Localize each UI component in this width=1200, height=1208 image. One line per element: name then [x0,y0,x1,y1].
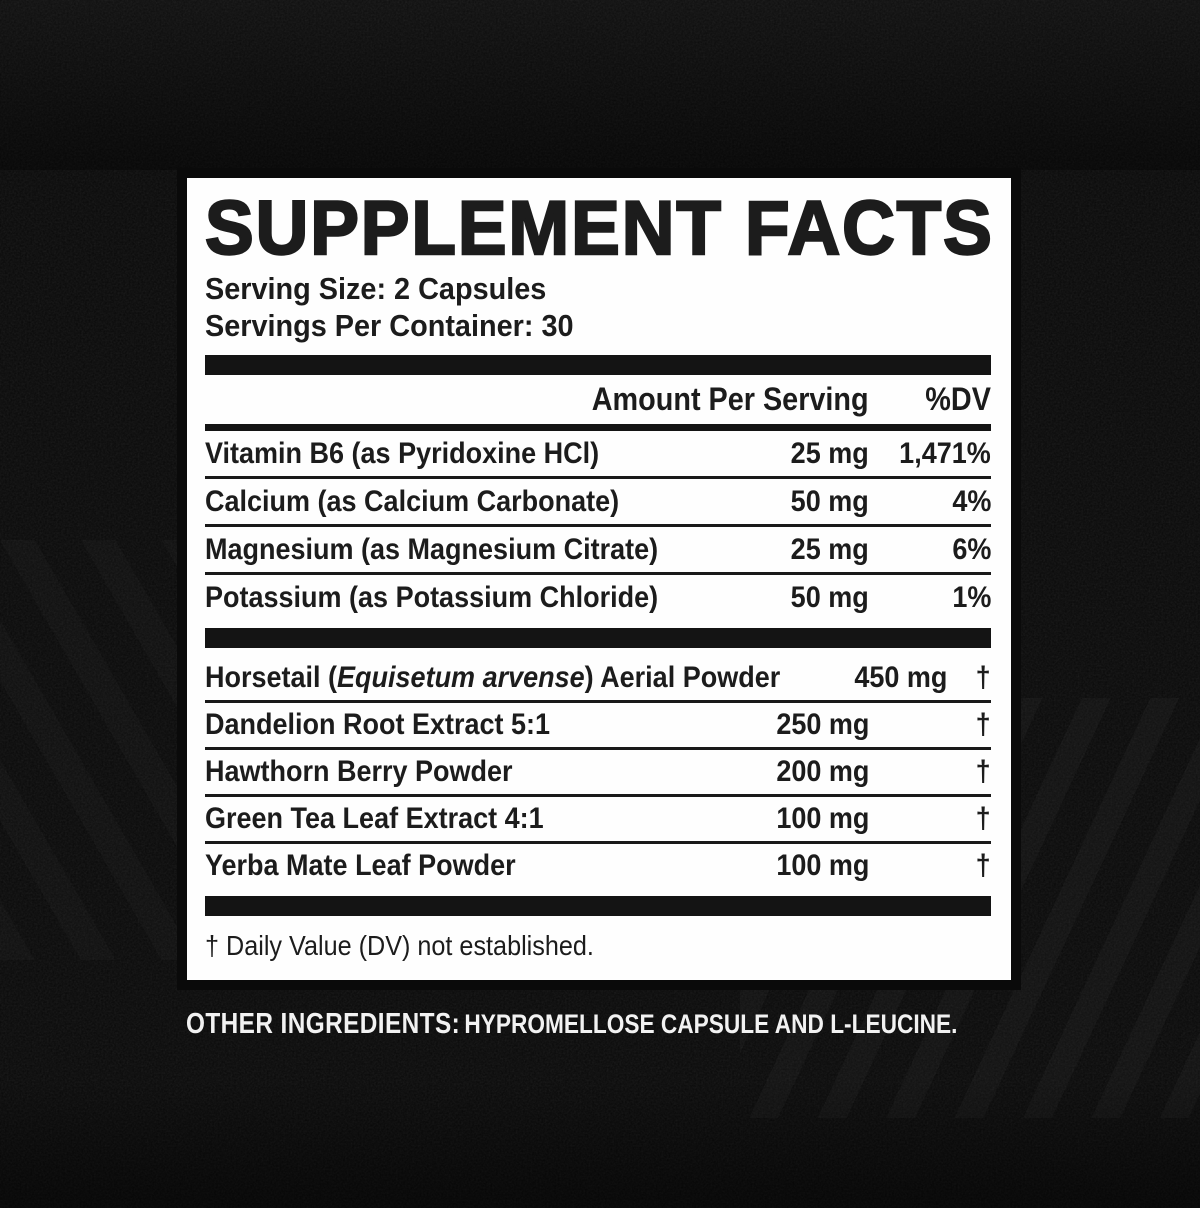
ingredient-name: Hawthorn Berry Powder [205,755,513,788]
ingredient-amount: 50 mg [790,580,869,614]
ingredient-name: Calcium (as Calcium Carbonate) [205,484,620,518]
ingredient-name: Potassium (as Potassium Chloride) [205,580,659,614]
header-rule [205,424,991,431]
table-header-row: Amount Per Serving %DV [205,375,991,424]
ingredient-name: Horsetail (Equisetum arvense) Aerial Pow… [205,661,781,694]
other-ingredients-line: OTHER INGREDIENTS: HYPROMELLOSE CAPSULE … [186,1006,957,1047]
dagger-symbol: † [975,661,991,694]
ingredient-name: Dandelion Root Extract 5:1 [205,708,551,741]
table-row: Potassium (as Potassium Chloride) 50 mg … [205,572,991,620]
ingredient-amount: 250 mg [775,708,869,741]
panel-content: SUPPLEMENT FACTS Serving Size: 2 Capsule… [187,178,1011,962]
dagger-symbol: † [975,849,991,882]
other-ingredients-label: OTHER INGREDIENTS: [186,1008,461,1040]
ingredient-dv: 1% [951,580,991,614]
dagger-symbol: † [975,802,991,835]
table-row: Green Tea Leaf Extract 4:1 100 mg † [205,794,991,841]
table-row: Horsetail (Equisetum arvense) Aerial Pow… [205,656,991,700]
table-row: Calcium (as Calcium Carbonate) 50 mg 4% [205,476,991,524]
divider-bar-bottom [205,896,991,916]
serving-size: Serving Size: 2 Capsules [205,271,547,306]
amount-column-header: Amount Per Serving [592,381,869,417]
supplement-facts-panel: SUPPLEMENT FACTS Serving Size: 2 Capsule… [177,168,1021,990]
ingredient-amount: 25 mg [790,436,869,470]
dv-column-header: %DV [925,381,991,417]
ingredient-amount: 200 mg [775,755,869,788]
dagger-symbol: † [975,708,991,741]
ingredient-name: Yerba Mate Leaf Powder [205,849,516,882]
ingredient-amount: 50 mg [790,484,869,518]
panel-title: SUPPLEMENT FACTS [204,186,994,271]
divider-bar-top [205,355,991,375]
ingredient-dv: 4% [951,484,991,518]
ingredient-dv: 1,471% [899,436,991,470]
daily-value-footnote: † Daily Value (DV) not established. [205,930,594,961]
ingredient-amount: 450 mg [854,661,948,694]
dagger-symbol: † [975,755,991,788]
ingredient-amount: 100 mg [775,802,869,835]
table-row: Vitamin B6 (as Pyridoxine HCl) 25 mg 1,4… [205,431,991,476]
table-row: Magnesium (as Magnesium Citrate) 25 mg 6… [205,524,991,572]
ingredient-amount: 25 mg [790,532,869,566]
latin-name: Equisetum arvense [337,661,585,694]
divider-bar-middle [205,628,991,648]
other-ingredients-value: HYPROMELLOSE CAPSULE AND L-LEUCINE. [464,1009,958,1039]
ingredient-name: Green Tea Leaf Extract 4:1 [205,802,544,835]
ingredient-amount: 100 mg [775,849,869,882]
ingredient-name: Magnesium (as Magnesium Citrate) [205,532,659,566]
botanicals-table: Horsetail (Equisetum arvense) Aerial Pow… [205,656,991,888]
table-row: Hawthorn Berry Powder 200 mg † [205,747,991,794]
ingredient-dv: 6% [951,532,991,566]
ingredient-name: Vitamin B6 (as Pyridoxine HCl) [205,436,600,470]
table-row: Dandelion Root Extract 5:1 250 mg † [205,700,991,747]
table-row: Yerba Mate Leaf Powder 100 mg † [205,841,991,888]
servings-per-container: Servings Per Container: 30 [205,308,574,343]
minerals-table: Vitamin B6 (as Pyridoxine HCl) 25 mg 1,4… [205,431,991,620]
